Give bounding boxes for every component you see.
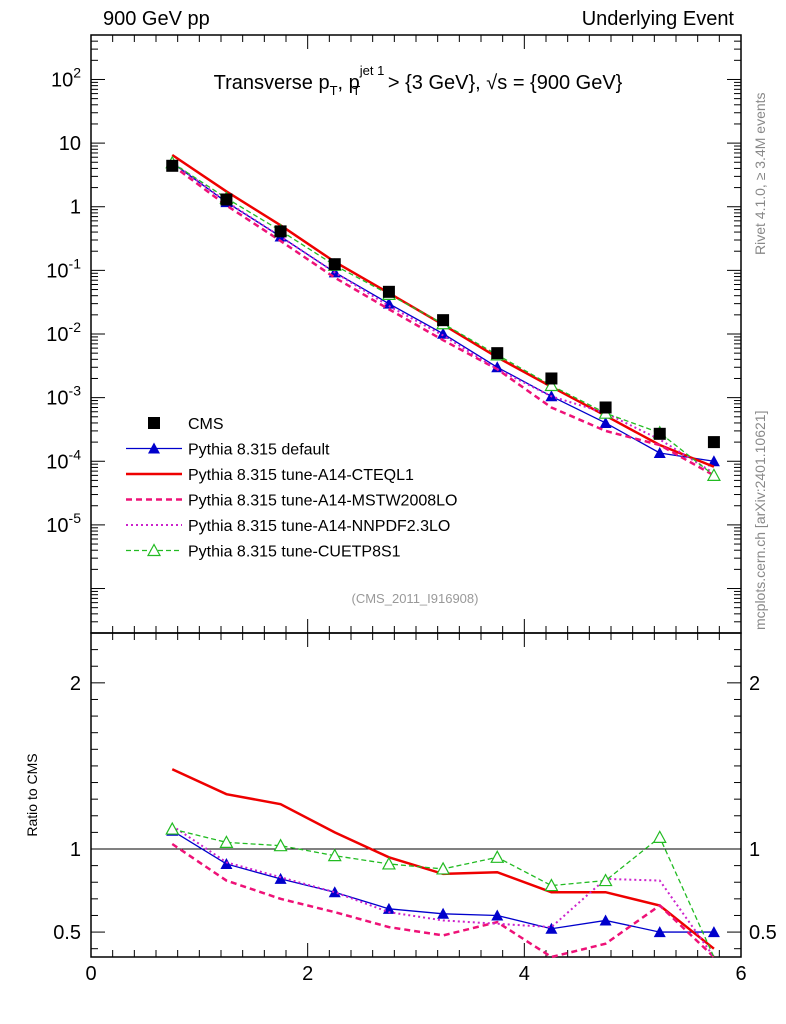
legend-label: Pythia 8.315 default (188, 442, 330, 459)
ratio-point (653, 926, 666, 938)
ratio-point (544, 878, 559, 892)
ratio-point (219, 835, 234, 848)
data-point (220, 193, 233, 206)
data-point (653, 446, 666, 458)
ratio-line-3 (171, 824, 715, 958)
ratio-line-2 (171, 842, 715, 959)
ratio-point (274, 872, 287, 884)
y-tick-label: 10 (59, 133, 81, 155)
ratio-y-tick-label: 2 (70, 673, 81, 695)
legend-label: CMS (188, 416, 224, 433)
ratio-y-tick-label-right: 2 (749, 673, 760, 695)
data-point (437, 314, 450, 327)
plot-frames: 0 2 4 6 102 10 1 10-1 10-2 10-3 10-4 10-5 0.5 0.5 1 1 2 2 (46, 34, 777, 985)
ratio-point (273, 838, 288, 852)
series-line-2 (171, 153, 715, 468)
ratio-point (165, 821, 180, 835)
data-point (382, 297, 395, 309)
ratio-point (382, 902, 395, 914)
data-point (274, 225, 287, 238)
x-tick-label: 4 (519, 963, 530, 985)
data-point (545, 372, 558, 385)
series-line-4 (171, 161, 715, 475)
data-point (599, 401, 612, 414)
ratio-line-1 (171, 768, 715, 950)
data-point (437, 327, 450, 339)
ratio-point (599, 914, 612, 926)
y-tick-label: 1 (70, 197, 81, 219)
data-point (166, 159, 179, 172)
x-tick-label: 2 (302, 963, 313, 985)
data-point (653, 427, 666, 440)
ratio-point (327, 848, 342, 862)
legend-marker (148, 417, 160, 429)
ratio-point (381, 856, 396, 870)
ratio-ylabel: Ratio to CMS (24, 753, 40, 836)
x-tick-label: 6 (735, 963, 746, 985)
data-point (382, 285, 395, 298)
legend-marker (146, 543, 162, 557)
ratio-panel (165, 768, 720, 959)
ratio-y-tick-label-right: 0.5 (749, 922, 777, 944)
x-tick-label: 0 (85, 963, 96, 985)
ratio-y-tick-label-right: 1 (749, 839, 760, 861)
legend-label: Pythia 8.315 tune-A14-NNPDF2.3LO (188, 518, 450, 535)
y-tick-label: 102 (51, 64, 81, 91)
ratio-point (598, 873, 613, 887)
data-point (491, 361, 504, 373)
ratio-y-tick-label: 1 (70, 839, 81, 861)
data-point (707, 436, 720, 449)
legend-label: Pythia 8.315 tune-A14-CTEQL1 (188, 467, 414, 484)
series-line-3 (171, 164, 715, 477)
ratio-y-tick-label: 0.5 (53, 922, 81, 944)
ratio-line-4 (172, 828, 715, 958)
data-point (544, 378, 559, 392)
main-panel (165, 153, 721, 481)
legend-label: Pythia 8.315 tune-CUETP8S1 (188, 544, 401, 561)
y-tick-label: 10-5 (46, 510, 81, 537)
y-tick-label: 10-2 (46, 319, 81, 346)
y-tick-label: 10-3 (46, 383, 81, 410)
ratio-point (437, 907, 450, 919)
y-tick-label: 10-4 (46, 446, 81, 473)
y-tick-label: 10-1 (46, 255, 81, 282)
ratio-point (490, 850, 505, 863)
ratio-point (491, 909, 504, 921)
analysis-label: (CMS_2011_I916908) (352, 591, 479, 606)
ratio-point (707, 926, 720, 938)
data-point (706, 468, 721, 481)
data-point (491, 347, 504, 360)
ratio-point (652, 830, 667, 843)
ratio-point (328, 886, 341, 898)
header-right-label: Underlying Event (581, 8, 734, 30)
legend-marker (148, 442, 160, 454)
ratio-point (220, 857, 233, 869)
header-left-label: 900 GeV pp (103, 8, 210, 30)
legend: CMS Pythia 8.315 default Pythia 8.315 tune… (126, 416, 457, 561)
ratio-point (545, 922, 558, 934)
data-point (707, 455, 720, 467)
legend-label: Pythia 8.315 tune-A14-MSTW2008LO (188, 493, 457, 510)
ratio-frame (90, 632, 742, 958)
ratio-point (436, 861, 451, 875)
data-point (328, 258, 341, 271)
data-point (599, 416, 612, 428)
